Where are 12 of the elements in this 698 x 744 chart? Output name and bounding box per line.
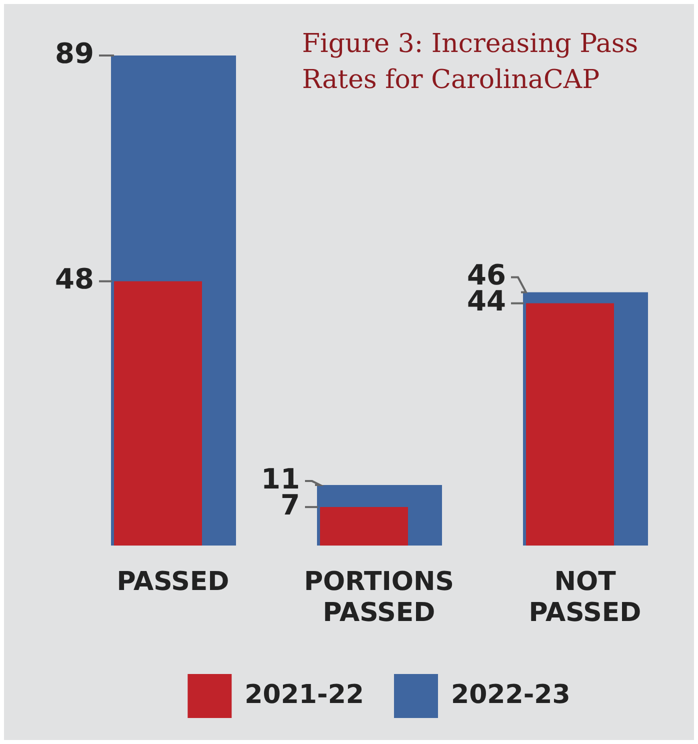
legend-label: 2022-23	[451, 680, 570, 710]
legend-label: 2021-22	[244, 680, 364, 710]
chart-title: Figure 3: Increasing Pass Rates for CarolinaCAP	[302, 28, 638, 95]
data-label: 44	[467, 284, 506, 318]
x-tick-label: PORTIONS PASSED	[304, 566, 454, 628]
data-label: 89	[55, 36, 94, 70]
x-tick-label: NOT PASSED	[528, 566, 642, 628]
x-tick-label: PASSED	[116, 566, 230, 597]
bar	[114, 281, 202, 546]
bar	[526, 303, 614, 546]
bar	[320, 507, 408, 546]
data-label: 48	[55, 262, 94, 296]
